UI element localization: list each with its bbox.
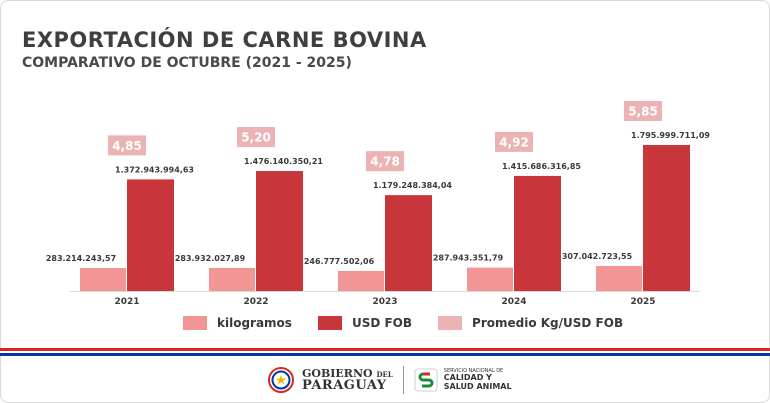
legend-item-usd-fob: USD FOB [317,316,413,330]
flag-stripe-blue [0,353,770,356]
x-tick-label-2023: 2023 [372,297,397,307]
senacsa-line1: SERVICIO NACIONAL DE [443,367,504,374]
data-label-promedio-2023: 4,78 [370,155,400,169]
senacsa-logo: SERVICIO NACIONAL DE CALIDAD Y SALUD ANI… [443,367,512,391]
data-label-usd-fob-2025: 1.795.999.711,09 [631,131,710,140]
legend-swatch-usd-fob [317,316,342,330]
flag-stripe-red [0,348,770,351]
bar-chart: 283.214.243,57 1.372.943.994,63 4,85 2021 28… [46,101,710,307]
legend-item-promedio: Promedio Kg/USD FOB [438,316,623,330]
x-tick-label-2021: 2021 [114,297,139,307]
footer-logos: GOBIERNO DEL PARAGUAY SERVICIO NACIONAL … [268,360,512,400]
paraguay-seal-icon [268,367,294,393]
senacsa-icon [414,368,438,392]
bar-usd-fob-2025 [643,145,690,291]
flag-stripe-white [0,351,770,353]
chart-title: EXPORTACIÓN DE CARNE BOVINA [22,28,427,52]
data-label-promedio-2022: 5,20 [241,131,271,145]
data-label-kilogramos-2024: 287.943.351,79 [433,254,504,263]
senacsa-line2: CALIDAD Y [443,373,492,383]
data-label-usd-fob-2021: 1.372.943.994,63 [115,165,194,174]
badge-promedio-2025 [624,101,662,121]
gov-line1: GOBIERNO [302,367,373,380]
badge-promedio-2024 [495,131,533,152]
chart-legend: kilogramos USD FOB Promedio Kg/USD FOB [183,316,649,330]
badge-promedio-2022 [237,127,275,148]
gobierno-paraguay-logo: GOBIERNO DEL PARAGUAY [302,368,393,392]
data-label-promedio-2024: 4,92 [499,135,529,149]
bar-usd-fob-2023 [385,195,432,291]
x-tick-label-2025: 2025 [630,297,655,307]
data-label-usd-fob-2022: 1.476.140.350,21 [244,157,323,166]
data-label-promedio-2021: 4,85 [112,139,142,153]
legend-label-kilogramos: kilogramos [217,316,292,330]
bar-usd-fob-2021 [127,179,174,291]
legend-item-kilogramos: kilogramos [183,316,292,330]
data-label-promedio-2025: 5,85 [628,105,658,119]
legend-swatch-kilogramos [183,316,207,330]
data-label-usd-fob-2023: 1.179.248.384,04 [373,181,452,190]
bar-kilogramos-2024 [467,267,513,291]
x-tick-label-2024: 2024 [501,297,526,307]
data-label-usd-fob-2024: 1.415.686.316,85 [502,162,581,171]
data-label-kilogramos-2023: 246.777.502,06 [304,257,375,266]
legend-label-usd-fob: USD FOB [351,316,413,330]
bar-usd-fob-2024 [514,175,561,291]
badge-promedio-2021 [108,135,146,156]
badge-promedio-2023 [366,151,404,172]
gov-line2: PARAGUAY [302,378,387,393]
data-label-kilogramos-2021: 283.214.243,57 [46,254,116,263]
senacsa-line3: SALUD ANIMAL [443,381,512,391]
legend-swatch-promedio [438,316,463,330]
data-label-kilogramos-2025: 307.042.723,55 [562,252,633,261]
x-tick-label-2022: 2022 [243,297,268,307]
legend-label-promedio: Promedio Kg/USD FOB [472,316,624,330]
bar-kilogramos-2025 [596,266,642,291]
bar-kilogramos-2021 [80,267,126,291]
bar-usd-fob-2022 [256,171,303,291]
data-label-kilogramos-2022: 283.932.027,89 [175,254,246,263]
logo-divider [402,366,404,394]
bar-kilogramos-2022 [209,267,255,291]
chart-subtitle: COMPARATIVO DE OCTUBRE (2021 - 2025) [22,55,352,71]
bar-kilogramos-2023 [338,270,384,291]
gov-del: DEL [376,370,393,379]
